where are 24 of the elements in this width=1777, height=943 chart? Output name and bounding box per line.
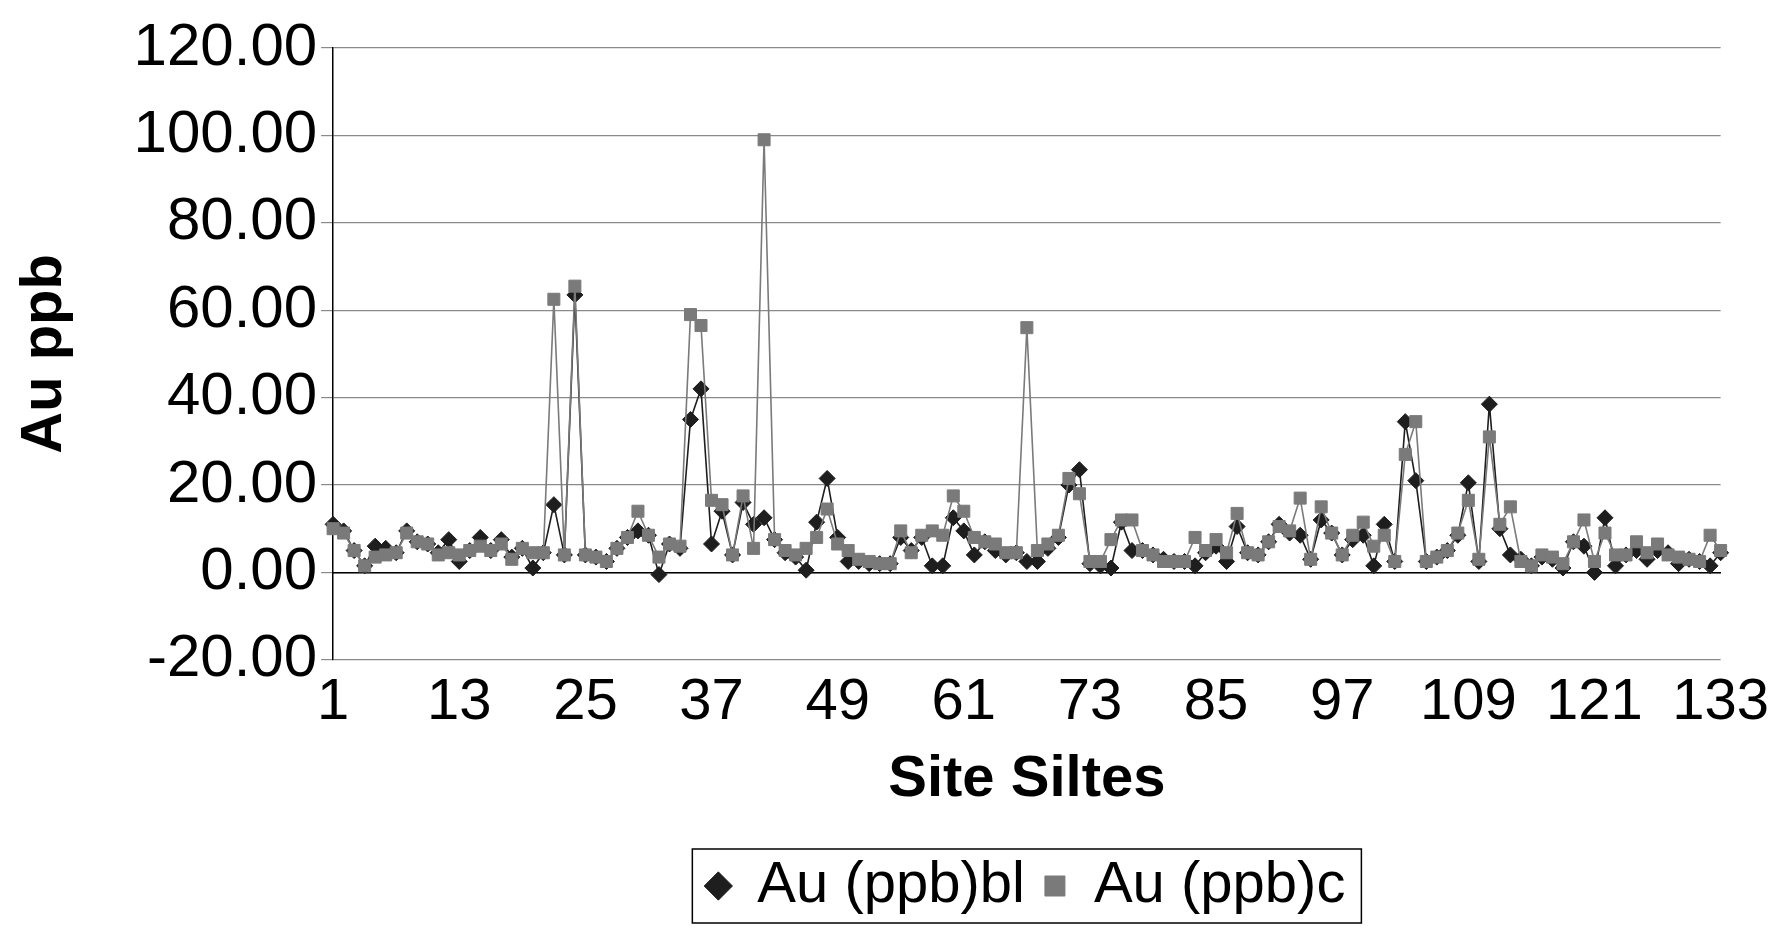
x-axis-title: Site Siltes: [888, 743, 1166, 809]
x-tick-label: 133: [1672, 665, 1770, 731]
x-tick-label: 73: [1057, 665, 1123, 731]
y-tick-label: 40.00: [166, 360, 318, 428]
x-tick-label: 37: [679, 665, 744, 731]
x-tick-label: 25: [553, 665, 618, 731]
x-tick-label: 109: [1419, 665, 1517, 731]
x-tick-label: 85: [1183, 665, 1249, 731]
y-tick-label: 80.00: [166, 185, 318, 253]
legend-label: Au (ppb)c: [1093, 849, 1346, 914]
y-axis-title: Au ppb: [7, 254, 73, 454]
legend-label: Au (ppb)bl: [757, 849, 1025, 914]
x-tick-label: 61: [931, 665, 997, 731]
x-tick-label: 13: [426, 665, 492, 731]
x-tick-label: 121: [1546, 665, 1643, 731]
y-tick-label: -20.00: [146, 622, 318, 690]
x-tick-label: 97: [1309, 665, 1375, 731]
y-tick-label: 0.00: [200, 534, 318, 602]
y-tick-label: 120.00: [133, 10, 318, 78]
y-tick-label: 100.00: [133, 97, 318, 165]
x-tick-label: 49: [805, 665, 870, 731]
y-tick-label: 20.00: [166, 447, 318, 515]
y-tick-label: 60.00: [166, 272, 318, 340]
x-tick-label: 1: [316, 665, 350, 731]
